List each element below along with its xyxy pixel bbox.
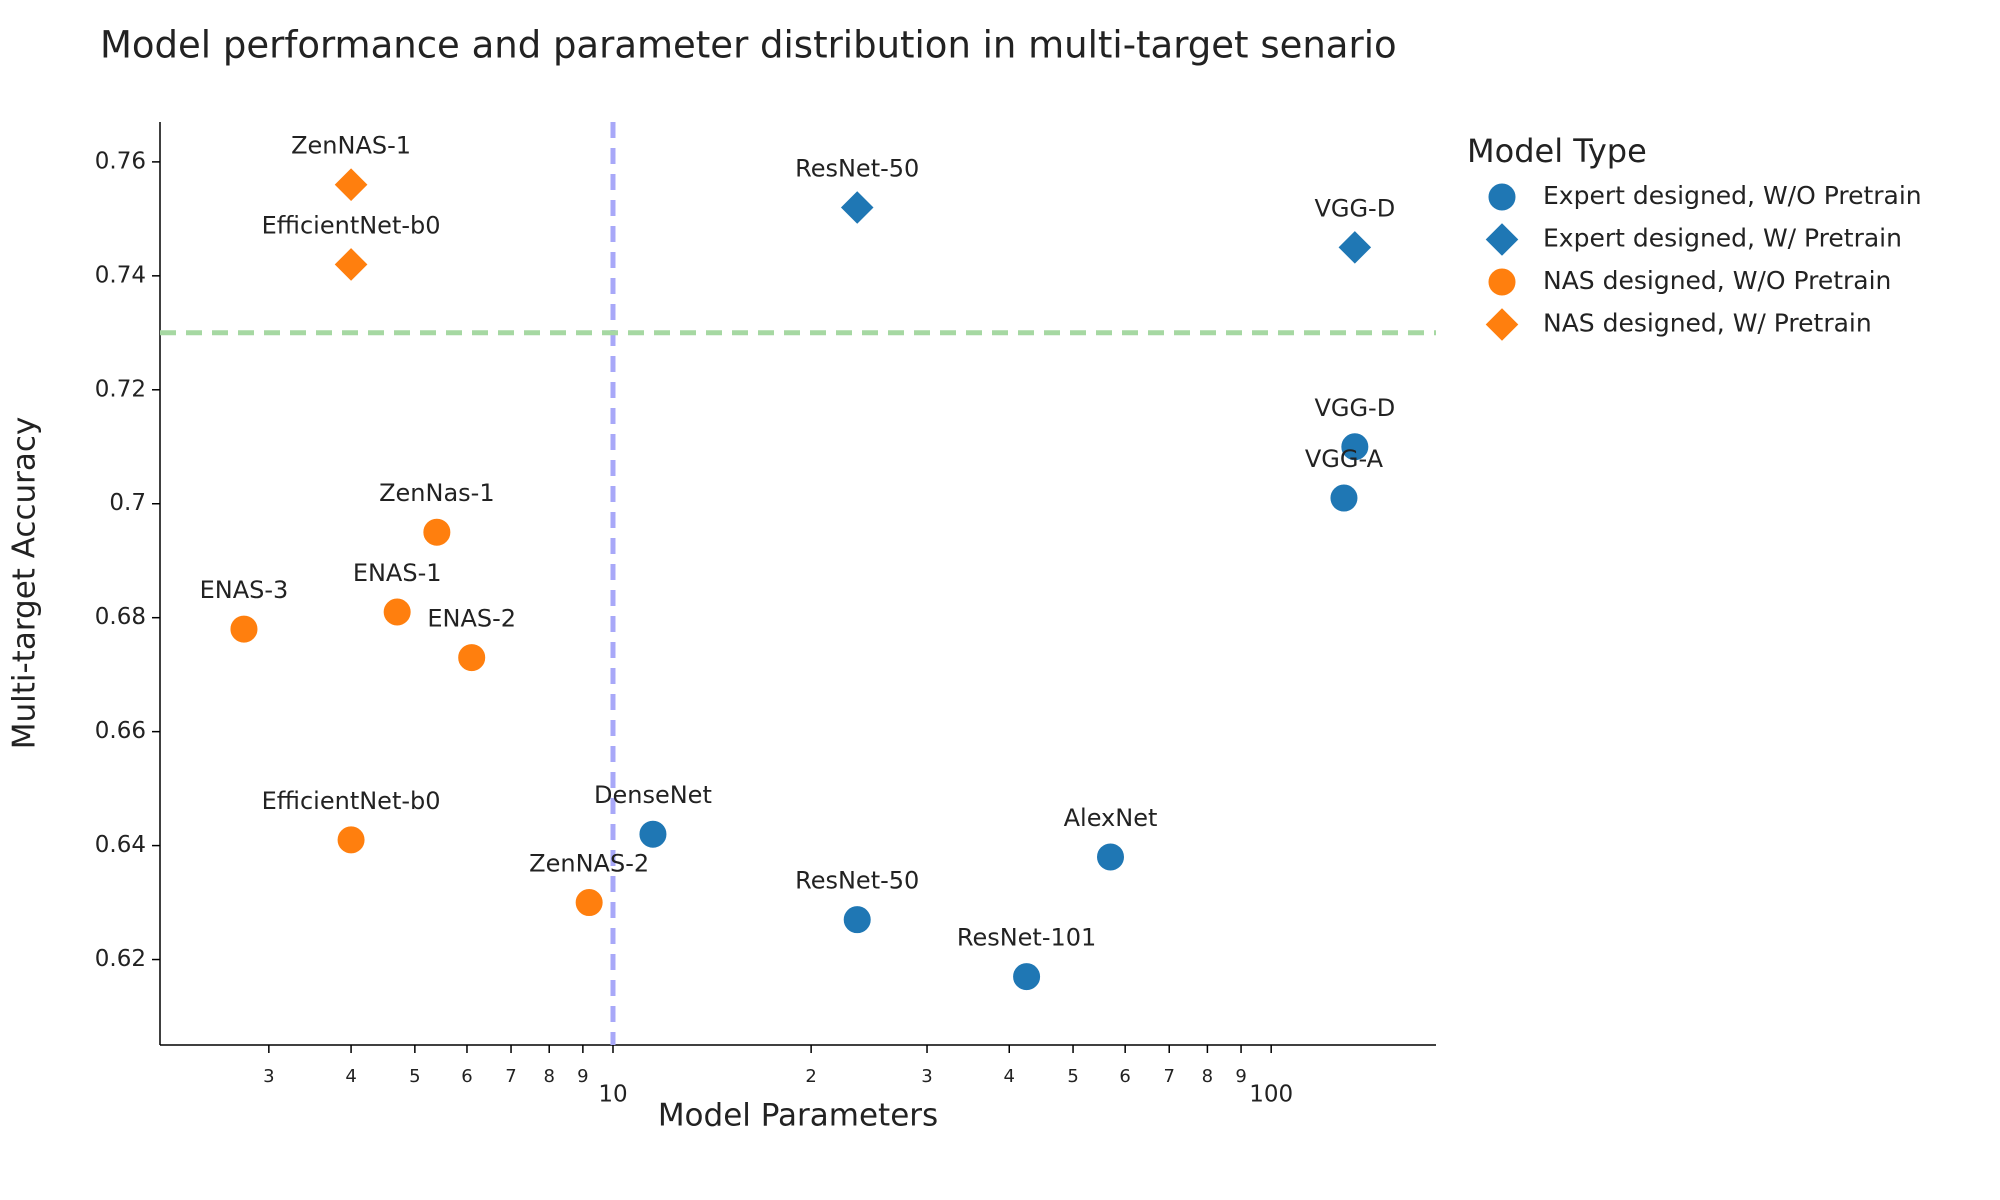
legend-marker (1487, 182, 1517, 212)
point-label: ResNet-101 (957, 924, 1096, 952)
y-tick-label: 0.62 (95, 946, 146, 972)
x-tick-label: 2 (805, 1066, 816, 1087)
point-label: ENAS-1 (353, 559, 442, 587)
y-tick-label: 0.72 (95, 376, 146, 402)
point-label: EfficientNet-b0 (262, 211, 441, 239)
data-point (336, 825, 366, 855)
point-label: VGG-D (1314, 194, 1395, 222)
x-tick-label: 4 (1004, 1066, 1015, 1087)
x-tick-label: 4 (345, 1066, 356, 1087)
data-point (1340, 432, 1370, 462)
legend-marker (1484, 306, 1520, 343)
point-label: ZenNas-1 (379, 479, 495, 507)
legend-marker (1487, 267, 1517, 297)
point-label: DenseNet (594, 781, 712, 809)
x-tick-label: 9 (577, 1066, 588, 1087)
data-point (1095, 842, 1125, 872)
data-point (422, 517, 452, 547)
legend-marker (1484, 221, 1520, 258)
legend-label: NAS designed, W/O Pretrain (1543, 266, 1891, 295)
y-tick-label: 0.74 (95, 262, 146, 288)
x-tick-label: 100 (1249, 1082, 1293, 1108)
data-point (457, 643, 487, 673)
x-tick-label: 3 (263, 1066, 274, 1087)
point-label: ENAS-3 (200, 576, 289, 604)
y-tick-label: 0.64 (95, 832, 146, 858)
x-tick-label: 8 (1202, 1066, 1213, 1087)
x-tick-label: 8 (543, 1066, 554, 1087)
data-point (333, 166, 369, 203)
legend-label: Expert designed, W/ Pretrain (1543, 224, 1902, 253)
x-tick-label: 5 (1067, 1066, 1078, 1087)
legend-label: NAS designed, W/ Pretrain (1543, 309, 1872, 338)
x-tick-label: 5 (409, 1066, 420, 1087)
point-label: ResNet-50 (795, 867, 919, 895)
data-point (839, 189, 875, 226)
point-label: EfficientNet-b0 (262, 787, 441, 815)
y-axis-title: Multi-target Accuracy (7, 417, 43, 750)
x-tick-label: 10 (598, 1082, 627, 1108)
data-point (1337, 229, 1373, 266)
point-label: ZenNAS-1 (291, 132, 411, 160)
point-label: ResNet-50 (795, 154, 919, 182)
data-point (229, 614, 259, 644)
point-label: AlexNet (1064, 804, 1158, 832)
data-point (842, 905, 872, 935)
data-point (574, 888, 604, 918)
x-tick-label: 7 (505, 1066, 516, 1087)
x-axis-title: Model Parameters (658, 1098, 938, 1134)
y-tick-label: 0.66 (95, 718, 146, 744)
data-point (1329, 483, 1359, 513)
chart-title: Model performance and parameter distribu… (100, 24, 1397, 67)
legend-title: Model Type (1467, 132, 1647, 170)
y-tick-label: 0.68 (95, 604, 146, 630)
point-label: VGG-A (1305, 445, 1384, 473)
data-point (333, 246, 369, 283)
x-tick-label: 3 (921, 1066, 932, 1087)
legend-label: Expert designed, W/O Pretrain (1543, 181, 1922, 210)
y-tick-label: 0.7 (109, 490, 146, 516)
x-tick-label: 6 (1119, 1066, 1130, 1087)
point-label: VGG-D (1314, 394, 1395, 422)
x-tick-label: 7 (1163, 1066, 1174, 1087)
x-tick-label: 9 (1235, 1066, 1246, 1087)
data-point (1012, 962, 1042, 992)
data-point (638, 819, 668, 849)
data-point (382, 597, 412, 627)
x-tick-label: 6 (461, 1066, 472, 1087)
point-label: ENAS-2 (427, 605, 516, 633)
y-tick-label: 0.76 (95, 148, 146, 174)
point-label: ZenNAS-2 (529, 850, 649, 878)
